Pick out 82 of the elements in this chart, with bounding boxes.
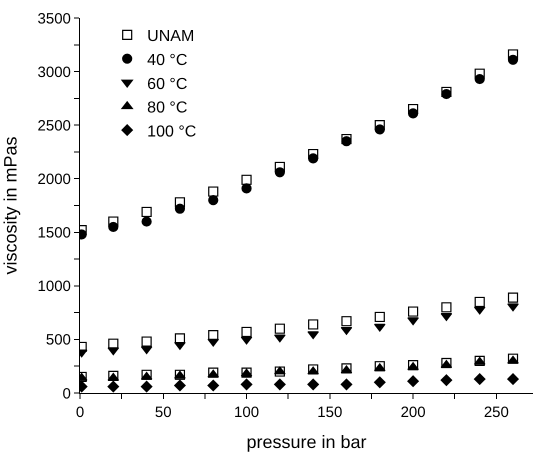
point <box>208 330 218 340</box>
point <box>474 68 485 79</box>
y-tick-label: 2000 <box>38 170 71 188</box>
point <box>308 148 318 160</box>
y-tick-label: 500 <box>46 332 71 349</box>
point <box>274 366 285 377</box>
point <box>407 317 419 326</box>
point <box>241 174 252 185</box>
point <box>474 74 485 84</box>
point <box>274 378 286 390</box>
point <box>341 134 352 144</box>
point <box>508 292 518 303</box>
point <box>307 378 319 390</box>
point <box>174 197 186 208</box>
point <box>174 333 186 344</box>
x-tick-label: 100 <box>234 404 260 422</box>
legend-label: UNAM <box>147 28 194 46</box>
y-tick-label: 3000 <box>38 64 71 81</box>
y-tick-label: 0 <box>62 385 71 402</box>
point <box>174 204 186 214</box>
x-tick-label: 150 <box>317 404 342 422</box>
x-axis-title: pressure in bar <box>246 432 367 452</box>
x-tick-label: 50 <box>154 404 172 422</box>
point <box>341 316 352 326</box>
point <box>140 380 152 392</box>
point <box>142 216 152 227</box>
point <box>474 373 486 385</box>
point <box>374 120 385 130</box>
point <box>274 162 285 172</box>
point <box>340 326 352 335</box>
point <box>241 183 252 194</box>
y-tick-label: 2500 <box>38 117 71 134</box>
point <box>374 124 385 135</box>
x-tick-label: 0 <box>76 404 84 422</box>
point <box>274 334 286 342</box>
point <box>340 378 352 390</box>
x-tick-label: 250 <box>484 404 509 422</box>
point <box>507 373 519 385</box>
point <box>440 374 452 386</box>
point <box>407 375 419 388</box>
point <box>408 108 418 118</box>
legend-label: 40 °C <box>147 52 188 69</box>
point <box>108 216 118 227</box>
point <box>240 378 252 390</box>
point <box>207 380 220 392</box>
point <box>108 347 120 356</box>
point <box>441 302 452 312</box>
point <box>308 153 318 164</box>
point <box>374 312 385 322</box>
x-tick-label: 200 <box>400 404 426 422</box>
point <box>408 306 418 317</box>
point <box>274 366 286 374</box>
point <box>341 136 352 146</box>
point <box>274 324 285 334</box>
point <box>274 167 285 178</box>
y-tick-label: 1500 <box>38 224 71 242</box>
y-tick-label: 1000 <box>38 278 71 296</box>
legend-label: 80 °C <box>147 100 188 117</box>
point <box>474 296 485 308</box>
point <box>508 49 518 60</box>
point <box>108 338 118 349</box>
point <box>174 342 186 350</box>
point <box>208 195 218 206</box>
point <box>240 336 252 345</box>
legend-label: 60 °C <box>147 76 188 93</box>
point <box>307 331 319 340</box>
point <box>142 206 152 218</box>
point <box>208 186 218 197</box>
y-tick-label: 3500 <box>38 10 71 28</box>
point <box>408 104 418 114</box>
point <box>142 336 152 347</box>
y-axis-title: viscosity in mPas <box>0 136 21 275</box>
point <box>508 54 518 65</box>
point <box>241 326 252 338</box>
point <box>308 319 318 330</box>
legend-label: 100 °C <box>147 123 196 140</box>
point <box>507 303 519 312</box>
point <box>174 380 186 392</box>
point <box>108 380 120 392</box>
point <box>108 222 118 232</box>
point <box>374 376 386 388</box>
point <box>140 346 152 354</box>
